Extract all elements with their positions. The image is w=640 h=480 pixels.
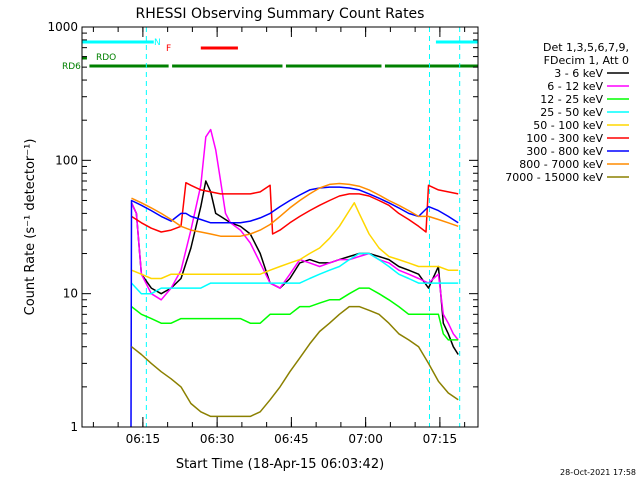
x-tick-label: 07:00 xyxy=(348,432,383,446)
legend-label-100-300-kev: 100 - 300 keV xyxy=(526,132,603,145)
series-50-100-kev xyxy=(131,202,459,280)
legend-label-800-7000-kev: 800 - 7000 keV xyxy=(519,158,603,171)
x-tick-label: 06:45 xyxy=(274,432,309,446)
legend-label-7000-15000-kev: 7000 - 15000 keV xyxy=(505,171,603,184)
chart-title: RHESSI Observing Summary Count Rates xyxy=(136,6,425,22)
y-tick-label: 10 xyxy=(63,287,78,301)
y-tick-label: 1000 xyxy=(47,20,78,34)
series-12-25-kev xyxy=(131,287,459,341)
x-axis-label: Start Time (18-Apr-15 06:03:42) xyxy=(176,457,384,472)
legend-header-line-1: Det 1,3,5,6,7,9, xyxy=(543,41,629,54)
x-tick-label: 06:15 xyxy=(126,432,161,446)
plot-frame xyxy=(81,26,479,428)
legend-label-6-12-kev: 6 - 12 keV xyxy=(547,80,603,93)
y-axis-label: Count Rate (s⁻¹ detector⁻¹) xyxy=(23,139,38,316)
series-7000-15000-kev xyxy=(131,305,459,418)
legend: Det 1,3,5,6,7,9, FDecim 1, Att 0 3 - 6 k… xyxy=(505,41,629,184)
legend-label-12-25-kev: 12 - 25 keV xyxy=(540,93,603,106)
series-25-50-kev xyxy=(130,252,459,295)
footer-date: 28-Oct-2021 17:58 xyxy=(560,468,636,477)
y-tick-label: 1 xyxy=(70,420,78,434)
flag-label-rd6: RD6 xyxy=(62,62,81,72)
legend-header-line-2: FDecim 1, Att 0 xyxy=(544,54,629,67)
x-tick-label: 06:30 xyxy=(200,432,235,446)
flag-label-n: N xyxy=(154,38,161,48)
flag-label-rdo: RDO xyxy=(96,53,116,63)
legend-label-3-6-kev: 3 - 6 keV xyxy=(554,67,603,80)
series-300-800-kev xyxy=(130,186,459,428)
x-tick-label: 07:15 xyxy=(423,432,458,446)
series-6-12-kev xyxy=(130,128,459,341)
series-3-6-kev xyxy=(130,180,459,355)
series-100-300-kev xyxy=(131,181,459,235)
legend-label-300-800-kev: 300 - 800 keV xyxy=(526,145,603,158)
flag-label-f: F xyxy=(166,44,171,54)
series-800-7000-kev xyxy=(131,182,459,237)
legend-label-25-50-kev: 25 - 50 keV xyxy=(540,106,603,119)
y-tick-label: 100 xyxy=(55,153,78,167)
legend-label-50-100-kev: 50 - 100 keV xyxy=(533,119,603,132)
